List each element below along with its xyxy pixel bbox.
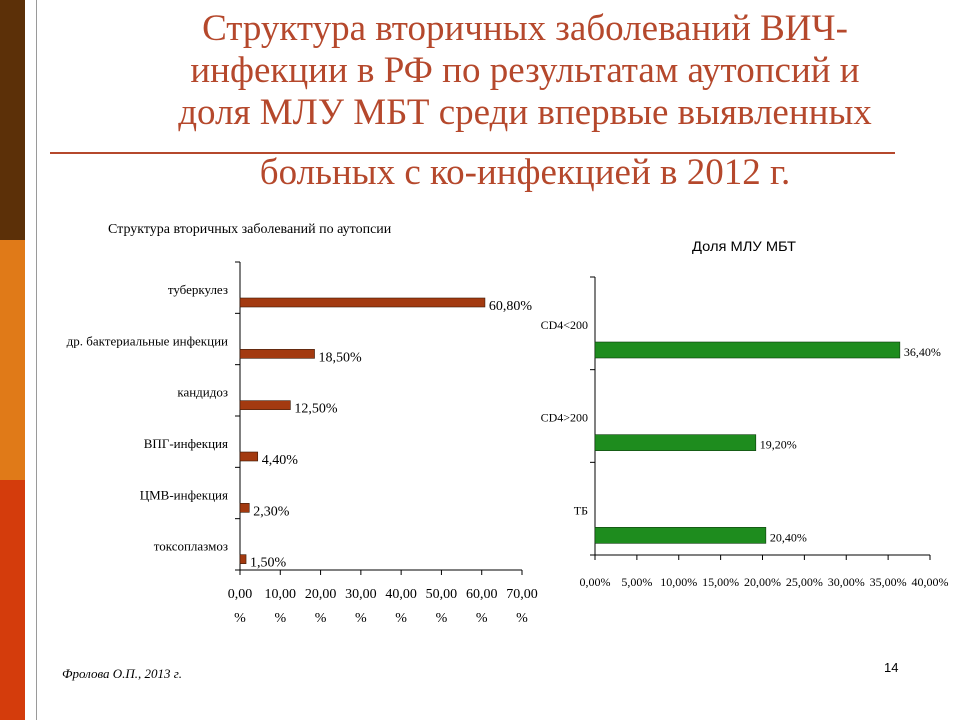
chart1-x-tick-unit: % [274,611,286,626]
chart2-value-label: 19,20% [760,438,797,452]
page-number: 14 [884,660,899,675]
chart1-value-label: 12,50% [294,402,338,417]
chart1-bar [239,554,247,564]
title-line-2: инфекции в РФ по результатам аутопсий и [190,50,860,91]
chart1-bar [239,503,250,513]
chart2-title: Доля МЛУ МБТ [692,238,796,254]
chart1-x-tick-label: 20,00 [305,587,337,602]
chart1-x-tick-label: 40,00 [385,587,417,602]
chart1-x-tick-label: 50,00 [426,587,458,602]
chart2-x-tick-label: 20,00% [744,575,781,589]
chart1-category-label: токсоплазмоз [154,539,228,554]
chart1-x-tick-label: 70,00 [506,587,538,602]
chart1-x-tick-unit: % [476,611,488,626]
chart1-x-tick-unit: % [516,611,528,626]
chart1-bar [239,451,259,462]
chart1-x-tick-unit: % [355,611,367,626]
chart2-value-label: 36,40% [904,345,941,359]
chart2-x-tick-label: 30,00% [828,575,865,589]
chart1-x-tick-label: 30,00 [345,587,377,602]
chart1-value-label: 4,40% [262,453,299,468]
chart1-value-label: 60,80% [489,299,533,314]
slide-title: Структура вторичных заболеваний ВИЧ- инф… [110,8,940,134]
chart1-category-label: др. бактериальные инфекции [67,333,228,348]
chart2-x-tick-label: 5,00% [621,575,652,589]
chart2-x-tick-label: 10,00% [660,575,697,589]
vertical-divider [36,0,37,720]
chart2-x-tick-label: 40,00% [912,575,949,589]
chart1-title: Структура вторичных заболеваний по аутоп… [108,222,392,237]
chart2-category-label: CD4>200 [541,411,588,425]
chart2-x-tick-label: 25,00% [786,575,823,589]
chart1-category-label: ЦМВ-инфекция [140,487,228,502]
chart2-category-label: ТБ [574,503,588,517]
chart2-bar [594,341,901,359]
chart1-x-tick-unit: % [234,611,246,626]
chart1-x-tick-label: 0,00 [228,587,253,602]
chart2-value-label: 20,40% [770,530,807,544]
chart1-category-label: ВПГ-инфекция [144,436,228,451]
chart2-x-tick-label: 35,00% [870,575,907,589]
chart1-x-tick-unit: % [436,611,448,626]
chart1-bar [239,349,315,359]
side-bar-dark [0,0,25,240]
chart1-x-tick-label: 10,00 [265,587,297,602]
chart1-x-tick-label: 60,00 [466,587,498,602]
chart1-x-tick-unit: % [315,611,327,626]
chart1-value-label: 18,50% [319,350,363,365]
side-bar-red [0,480,25,720]
title-underline [50,152,895,154]
chart1-bar [239,297,486,308]
title-line-3: доля МЛУ МБТ среди впервые выявленных [178,92,872,133]
source-citation: Фролова О.П., 2013 г. [62,666,182,681]
chart2-bar [594,527,767,544]
chart2-bar [594,434,757,451]
title-line-4: больных с ко-инфекцией в 2012 г. [259,152,791,193]
chart2-x-tick-label: 0,00% [580,575,611,589]
chart1-value-label: 2,30% [253,504,290,519]
chart1-value-label: 1,50% [250,556,286,571]
chart1-x-tick-unit: % [395,611,407,626]
chart2-category-label: CD4<200 [541,318,588,332]
chart2-x-tick-label: 15,00% [702,575,739,589]
title-line-1: Структура вторичных заболеваний ВИЧ- [202,8,848,49]
side-bar-orange [0,240,25,480]
chart1-category-label: туберкулез [168,282,228,297]
chart1-category-label: кандидоз [177,385,228,400]
chart1-bar [239,400,291,410]
